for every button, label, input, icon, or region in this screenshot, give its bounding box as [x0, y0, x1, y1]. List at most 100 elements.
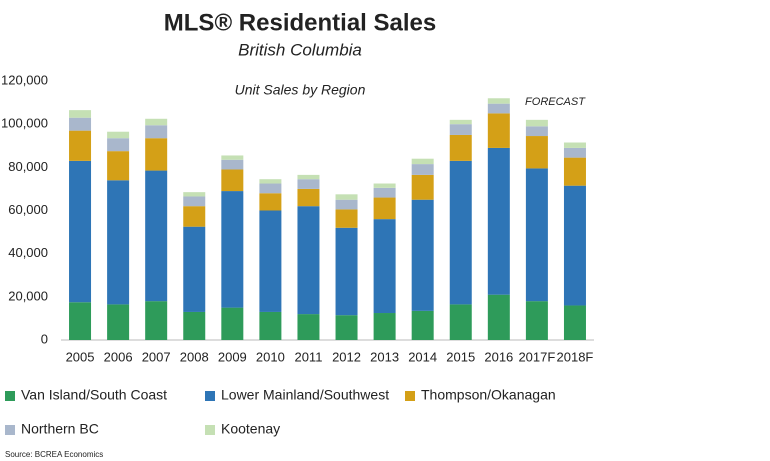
bar-segment: [145, 301, 168, 340]
x-tick-label: 2012: [332, 349, 361, 364]
bar-segment: [107, 304, 130, 340]
x-tick-label: 2009: [218, 349, 247, 364]
bar-segment: [107, 180, 130, 305]
bar-segment: [297, 314, 320, 340]
bar-segment: [411, 199, 434, 311]
bar-segment: [373, 197, 396, 220]
bar-segment: [297, 188, 320, 207]
legend-label: Thompson/Okanagan: [421, 387, 556, 403]
x-tick-label: 2006: [104, 349, 133, 364]
bar-segment: [69, 160, 92, 303]
chart-subtitle: British Columbia: [238, 40, 362, 59]
y-tick-label: 40,000: [8, 245, 48, 260]
x-tick-label: 2016: [484, 349, 513, 364]
bar-segment: [145, 125, 168, 139]
legend-swatch: [205, 391, 215, 401]
legend-swatch: [205, 425, 215, 435]
bar-segment: [525, 301, 548, 340]
bar-segment: [259, 193, 282, 211]
bar-segment: [107, 131, 130, 139]
x-tick-label: 2010: [256, 349, 285, 364]
bar-segment: [525, 126, 548, 137]
bar-segment: [145, 118, 168, 126]
bar-segment: [221, 169, 244, 192]
legend-swatch: [5, 391, 15, 401]
bar-segment: [297, 174, 320, 180]
x-tick-label: 2011: [294, 349, 322, 364]
x-tick-label: 2005: [66, 349, 95, 364]
legend-label: Lower Mainland/Southwest: [221, 387, 389, 403]
bar-segment: [563, 185, 586, 306]
y-tick-label: 100,000: [1, 116, 48, 131]
bar-segment: [373, 313, 396, 340]
bar-segment: [449, 134, 472, 161]
bar-segment: [373, 219, 396, 314]
x-tick-label: 2015: [446, 349, 475, 364]
y-tick-label: 0: [41, 331, 48, 346]
bar-segment: [183, 192, 206, 197]
bar-segment: [449, 124, 472, 135]
legend-swatch: [5, 425, 15, 435]
bar-segment: [487, 147, 510, 295]
bar-segment: [449, 304, 472, 340]
bar-segment: [335, 315, 358, 340]
plot-title: Unit Sales by Region: [235, 82, 366, 98]
bar-segment: [69, 130, 92, 161]
x-tick-label: 2007: [142, 349, 171, 364]
bar-segment: [107, 151, 130, 181]
bar-segment: [69, 117, 92, 131]
source: Source: BCREA Economics: [5, 450, 103, 459]
bar-segment: [525, 119, 548, 127]
bar-segment: [297, 179, 320, 189]
bar-segment: [563, 147, 586, 158]
bar-segment: [335, 227, 358, 316]
x-tick-label: 2017F: [518, 349, 555, 364]
bar-segment: [563, 142, 586, 148]
y-tick-label: 60,000: [8, 202, 48, 217]
bar-segment: [183, 206, 206, 227]
bar-segment: [259, 210, 282, 312]
x-tick-label: 2014: [408, 349, 437, 364]
bar-segment: [183, 311, 206, 340]
y-tick-label: 20,000: [8, 288, 48, 303]
x-tick-label: 2018F: [557, 349, 594, 364]
bar-segment: [487, 113, 510, 148]
bar-segment: [183, 226, 206, 312]
bar-segment: [221, 307, 244, 340]
bar-segment: [259, 179, 282, 184]
bar-segment: [107, 138, 130, 152]
legend-label: Van Island/South Coast: [21, 387, 167, 403]
y-tick-label: 80,000: [8, 159, 48, 174]
y-tick-label: 120,000: [1, 72, 48, 87]
bar-segment: [145, 170, 168, 302]
bar-segment: [69, 110, 92, 118]
bar-segment: [373, 187, 396, 198]
bar-segment: [335, 194, 358, 200]
bar-segment: [411, 164, 434, 175]
bar-segment: [525, 168, 548, 302]
bar-segment: [487, 294, 510, 340]
bar-segment: [449, 119, 472, 125]
bar-segment: [373, 183, 396, 188]
chart-title: MLS® Residential Sales: [164, 9, 436, 36]
bar-segment: [563, 157, 586, 186]
bar-segment: [335, 209, 358, 228]
bar-segment: [221, 191, 244, 308]
legend-label: Kootenay: [221, 421, 280, 437]
bar-segment: [145, 138, 168, 171]
bar-segment: [221, 159, 244, 170]
bar-segment: [221, 155, 244, 160]
legend-label: Northern BC: [21, 421, 99, 437]
bar-segment: [297, 206, 320, 315]
bar-segment: [411, 310, 434, 340]
bar-segment: [563, 305, 586, 340]
bar-segment: [487, 103, 510, 114]
annotation: FORECAST: [525, 96, 586, 108]
x-tick-label: 2008: [180, 349, 209, 364]
bar-segment: [335, 199, 358, 210]
bar-segment: [259, 183, 282, 194]
bar-segment: [487, 98, 510, 104]
x-tick-label: 2013: [370, 349, 399, 364]
bar-segment: [69, 302, 92, 340]
